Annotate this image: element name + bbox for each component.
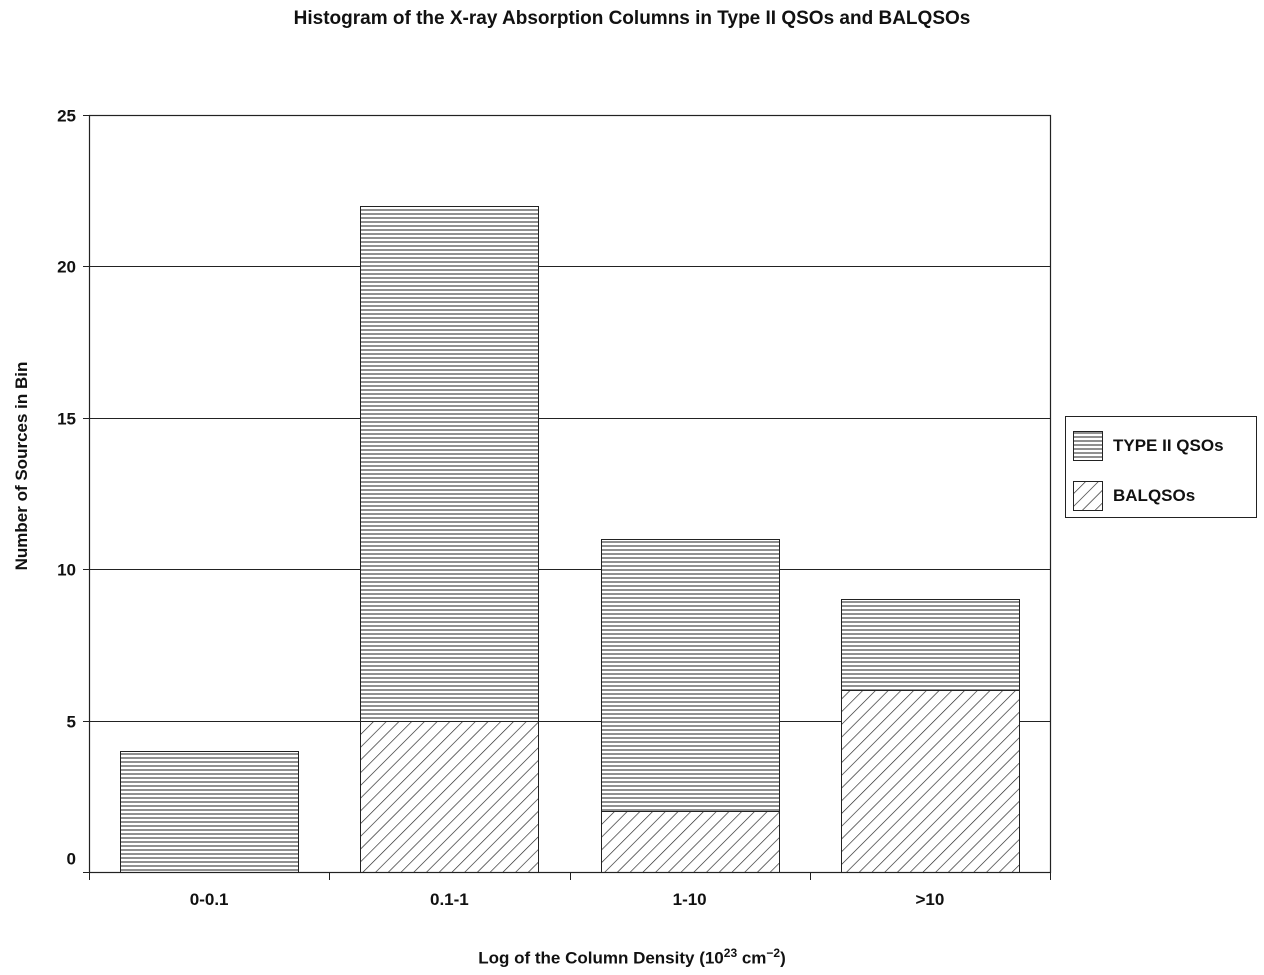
bar-segment-horizontal-lines [120,751,299,873]
chart-title: Histogram of the X-ray Absorption Column… [293,8,971,29]
x-tick-label: 0.1-1 [430,890,469,909]
bar-segment-horizontal-lines [841,599,1020,691]
x-axis-label-text: Log of the Column Density (10 [478,948,724,968]
y-tick-label: 5 [67,713,76,732]
bar-segment-horizontal-lines [601,539,780,812]
x-tick-label: 0-0.1 [190,890,229,909]
y-tick-label: 20 [57,258,76,277]
x-axis-label: Log of the Column Density (1023 cm−2) [0,946,1264,969]
legend-swatch-diagonal-hatch [1073,481,1103,511]
bar-segment-diagonal-hatch [601,811,780,873]
x-tick-label: >10 [915,890,944,909]
y-tick-label: 25 [57,107,76,126]
bar-segment-horizontal-lines [360,206,539,722]
legend-item-balqso: BALQSOs [1073,480,1195,512]
bar-segment-diagonal-hatch [841,690,1020,873]
y-tick-label: 10 [57,561,76,580]
y-axis-label: Number of Sources in Bin [12,361,31,571]
x-axis-label-close: ) [780,948,786,968]
legend-label-type2: TYPE II QSOs [1113,436,1224,455]
x-axis-label-unit-exponent: −2 [766,946,781,960]
y-tick-label: 15 [57,410,76,429]
x-axis-label-unit: cm [737,948,767,968]
bar-segment-diagonal-hatch [360,721,539,873]
legend: TYPE II QSOs BALQSOs [1065,416,1257,518]
legend-swatch-horizontal-lines [1073,431,1103,461]
y-tick-label: 0 [67,850,76,869]
x-tick-label: 1-10 [673,890,707,909]
x-axis-label-exponent: 23 [723,946,738,960]
legend-item-type2: TYPE II QSOs [1073,430,1224,462]
legend-label-balqso: BALQSOs [1113,486,1196,505]
